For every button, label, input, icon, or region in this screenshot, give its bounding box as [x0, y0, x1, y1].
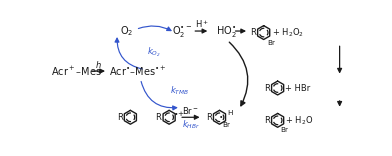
Text: $h$: $h$	[95, 59, 102, 70]
Text: + HBr: + HBr	[285, 83, 310, 93]
Text: H$^+$: H$^+$	[195, 18, 209, 30]
Text: R: R	[156, 113, 162, 122]
Text: Acr$^+$–Mes: Acr$^+$–Mes	[51, 65, 102, 78]
Text: $\bullet$: $\bullet$	[218, 113, 223, 119]
Text: R: R	[264, 83, 270, 93]
Text: $\bullet$+: $\bullet$+	[173, 109, 185, 118]
Text: O$_2$: O$_2$	[120, 24, 133, 38]
Text: + H$_2$O: + H$_2$O	[285, 114, 314, 127]
Text: $k_{\mathregular{O_2}}$: $k_{\mathregular{O_2}}$	[147, 46, 162, 59]
Text: R: R	[250, 28, 256, 37]
Text: R: R	[264, 116, 270, 125]
Text: $k_{\mathregular{TMB}}$: $k_{\mathregular{TMB}}$	[170, 84, 189, 97]
Text: Br: Br	[267, 39, 275, 46]
Text: HO$_2^{\bullet}$: HO$_2^{\bullet}$	[216, 24, 236, 39]
Text: + H$_2$O$_2$: + H$_2$O$_2$	[272, 26, 304, 39]
Text: R: R	[117, 113, 123, 122]
Text: Acr$^{\bullet}$–Mes$^{\bullet+}$: Acr$^{\bullet}$–Mes$^{\bullet+}$	[109, 65, 167, 78]
Text: $k_{\mathregular{HBr}}$: $k_{\mathregular{HBr}}$	[182, 119, 200, 131]
Text: R: R	[206, 113, 212, 122]
Text: O$_2^{\bullet-}$: O$_2^{\bullet-}$	[172, 24, 192, 39]
Text: Br$^-$: Br$^-$	[182, 105, 199, 116]
Text: Br: Br	[222, 122, 230, 128]
Text: Br: Br	[281, 127, 289, 133]
Text: H: H	[227, 110, 233, 116]
